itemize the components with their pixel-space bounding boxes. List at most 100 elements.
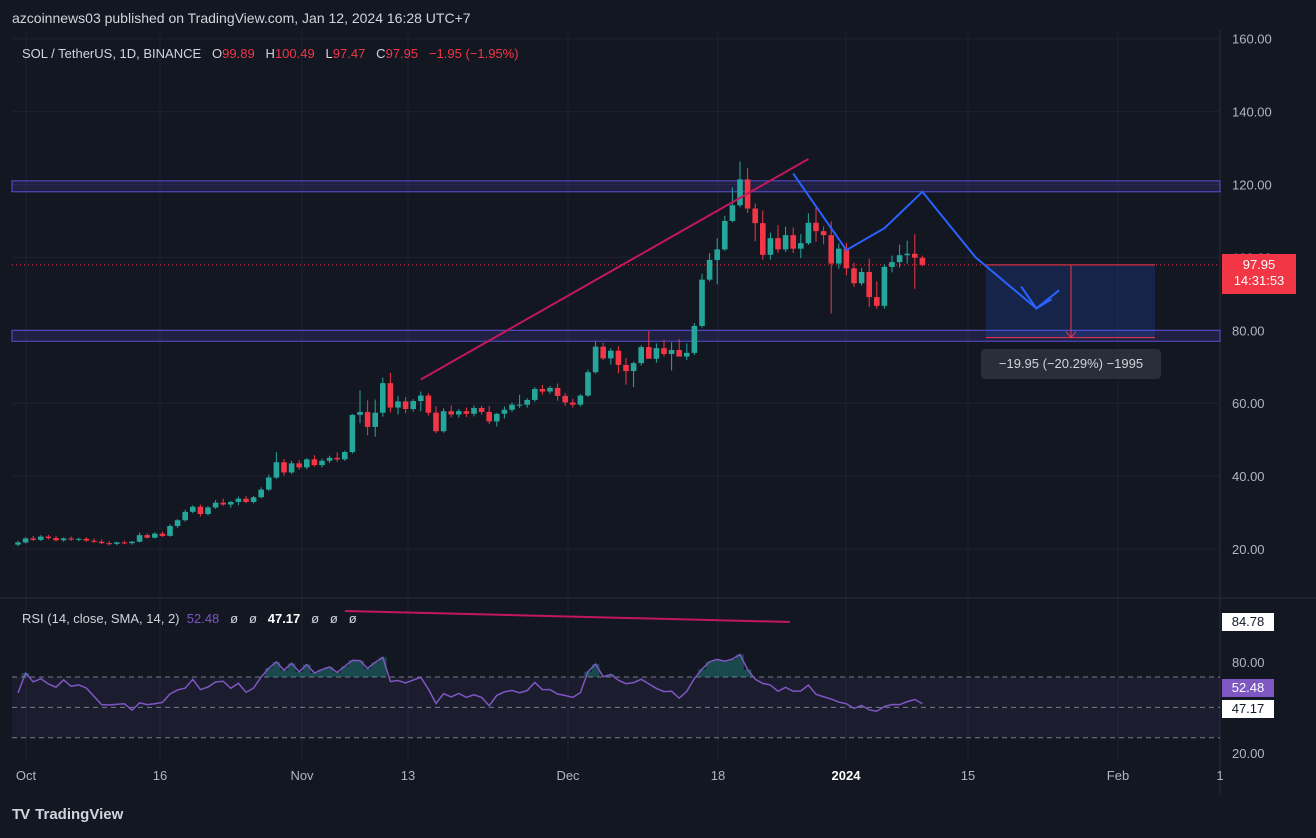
candle-body [456, 411, 462, 415]
candle-body [592, 346, 599, 373]
candle-body [577, 395, 584, 405]
candles [15, 161, 926, 547]
candle-body [585, 372, 591, 396]
candle-body [874, 297, 880, 306]
price-tick-label: 120.00 [1232, 178, 1272, 193]
candle-body [782, 235, 789, 250]
current-price-tag: 97.95 14:31:53 [1222, 254, 1296, 294]
candle-body [425, 395, 432, 413]
measure-arrow-head [1065, 331, 1077, 339]
candle-body [722, 220, 728, 250]
candle-body [243, 498, 249, 502]
time-tick-label: 15 [961, 768, 975, 783]
candle-body [714, 249, 720, 260]
time-tick-label: 1 [1216, 768, 1223, 783]
candle-body [76, 538, 82, 540]
candle-body [129, 541, 135, 544]
candle-body [828, 235, 834, 264]
candle-body [296, 463, 302, 468]
candle-body [547, 387, 553, 392]
time-tick-label: Oct [16, 768, 37, 783]
candle-body [304, 459, 310, 468]
candle-body [676, 349, 682, 357]
candle-body [881, 266, 888, 306]
candle-body [646, 347, 652, 359]
price-zone [11, 329, 1221, 342]
candle-body [410, 401, 416, 410]
candle-body [790, 235, 796, 249]
candle-body [334, 457, 340, 460]
na-value-4: ø [329, 611, 338, 626]
open-value: 99.89 [222, 46, 255, 61]
price-tick-label: 160.00 [1232, 32, 1272, 47]
high-value: 100.49 [274, 46, 315, 61]
close-value: 97.95 [385, 46, 419, 61]
price-tick-label: 60.00 [1232, 396, 1265, 411]
candle-body [372, 412, 378, 427]
candle-body [486, 411, 492, 422]
candle-body [319, 460, 325, 466]
rsi-line [17, 653, 923, 712]
candle-body [805, 222, 812, 244]
candle-body [653, 348, 660, 359]
candle-body [205, 507, 211, 515]
candle-body [539, 388, 546, 392]
na-value-2: ø [248, 611, 257, 626]
ohlc-legend: SOL / TetherUS, 1D, BINANCE O99.89 H100.… [22, 46, 519, 61]
candle-body [433, 412, 439, 432]
candle-body [114, 542, 120, 544]
candle-body [357, 411, 363, 415]
candle-body [266, 477, 272, 490]
candle-body [752, 208, 758, 224]
candle-body [889, 262, 895, 267]
grid [0, 30, 1316, 795]
time-tick-label: Feb [1107, 768, 1129, 783]
candle-body [866, 271, 872, 298]
candle-body [843, 248, 850, 269]
price-range-measure [986, 264, 1155, 339]
candle-body [152, 533, 158, 538]
candle-body [144, 535, 150, 538]
candle-body [281, 462, 287, 473]
candle-body [15, 542, 21, 545]
candle-body [798, 243, 804, 249]
drawings [420, 158, 1060, 381]
rsi-ma-value: 47.17 [267, 611, 301, 626]
candle-body [228, 501, 234, 505]
candle-body [471, 407, 477, 414]
candle-body [258, 489, 264, 498]
candle-body [623, 364, 629, 372]
rsi-max-tag: 84.78 [1222, 613, 1274, 631]
candle-body [699, 279, 705, 326]
candle-body [342, 452, 348, 460]
candle-body [608, 350, 614, 359]
candle-body [562, 395, 568, 403]
candle-body [516, 404, 523, 406]
candle-body [554, 387, 561, 396]
rsi-label[interactable]: RSI (14, close, SMA, 14, 2) [22, 611, 180, 626]
candle-body [98, 541, 105, 544]
candle-body [22, 538, 29, 543]
candle-body [760, 223, 766, 255]
candle-body [737, 179, 743, 206]
candle-body [440, 411, 447, 432]
low-label: L [325, 46, 333, 61]
candle-body [820, 231, 827, 236]
candle-body [615, 350, 622, 365]
time-tick-label: 18 [711, 768, 725, 783]
candle-body [904, 253, 910, 256]
candle-body [136, 535, 143, 542]
candle-body [638, 347, 644, 364]
candle-body [311, 459, 318, 466]
candle-body [45, 536, 52, 539]
candle-body [106, 543, 112, 545]
candle-body [509, 404, 515, 410]
tradingview-logo[interactable]: TV TradingView [12, 806, 123, 823]
candle-body [448, 411, 454, 415]
candle-body [570, 402, 576, 405]
time-tick-label: Nov [290, 768, 314, 783]
symbol-label[interactable]: SOL / TetherUS, 1D, BINANCE [22, 46, 202, 61]
candle-body [858, 271, 865, 284]
time-tick-label: 13 [401, 768, 415, 783]
